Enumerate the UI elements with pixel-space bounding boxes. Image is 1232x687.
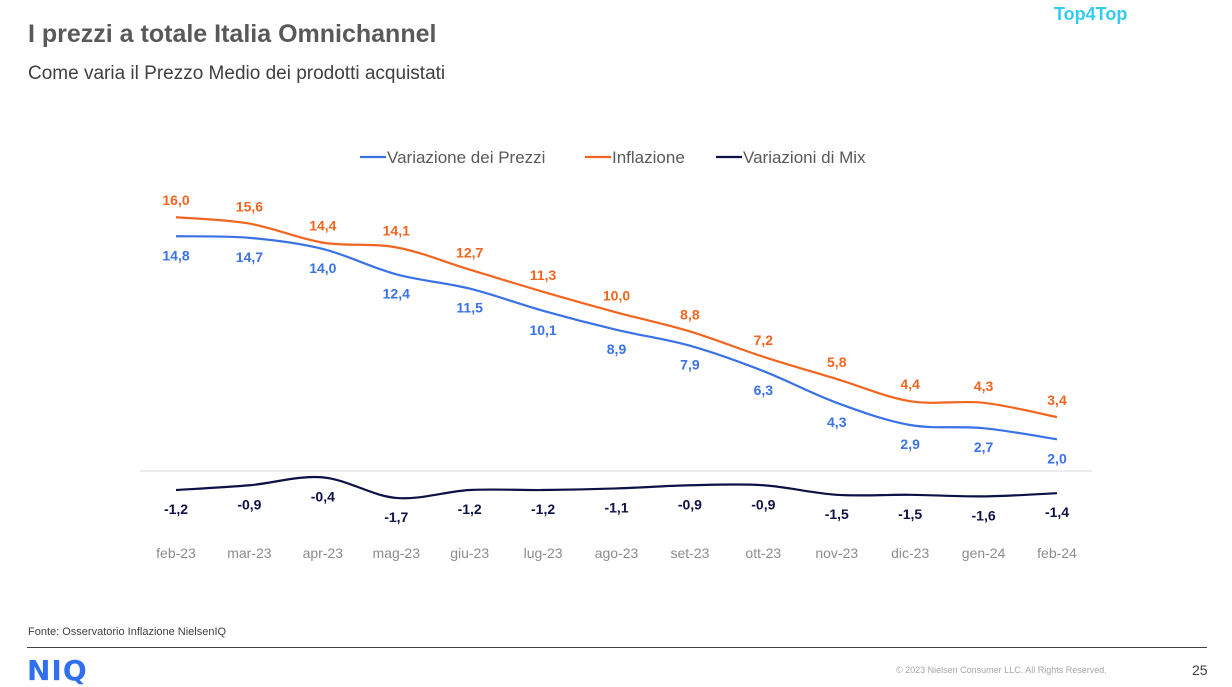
data-label: -0,9 (237, 496, 261, 512)
data-label: 10,0 (603, 287, 630, 303)
data-label: 2,9 (900, 436, 920, 452)
data-label: 12,4 (383, 285, 410, 301)
data-label: -1,2 (164, 501, 188, 517)
x-tick-label: feb-23 (156, 545, 196, 561)
data-label: 14,8 (162, 247, 189, 263)
legend-label-inflazione: Inflazione (612, 148, 685, 167)
data-label: 14,1 (383, 222, 410, 238)
data-label: 14,4 (309, 218, 336, 234)
data-label: 14,7 (236, 249, 263, 265)
data-label: 15,6 (236, 199, 263, 215)
data-label: 7,9 (680, 357, 700, 373)
x-tick-label: mag-23 (373, 545, 421, 561)
x-tick-label: apr-23 (303, 545, 344, 561)
data-label: -1,6 (972, 507, 996, 523)
data-labels: 14,8 14,7 14,0 12,4 11,5 10,1 8,9 7,9 6,3 4,3 2,9 2… (162, 192, 1069, 525)
data-label: -0,9 (751, 496, 775, 512)
data-label: 2,0 (1047, 450, 1067, 466)
x-tick-label: gen-24 (962, 545, 1006, 561)
line-chart: Variazione dei Prezzi Inflazione Variazion… (140, 148, 1092, 561)
x-tick-label: dic-23 (891, 545, 929, 561)
x-axis-ticks: feb-23 mar-23 apr-23 mag-23 giu-23 lug-23 ago-… (156, 545, 1077, 561)
data-label: 16,0 (162, 192, 189, 208)
x-tick-label: ago-23 (595, 545, 639, 561)
legend-label-variazioni-di-mix: Variazioni di Mix (743, 148, 866, 167)
data-label: -0,9 (678, 496, 702, 512)
x-tick-label: set-23 (670, 545, 709, 561)
chart-legend: Variazione dei Prezzi Inflazione Variazion… (360, 148, 866, 167)
data-label: -1,2 (531, 501, 555, 517)
data-label: 4,3 (974, 378, 994, 394)
x-tick-label: lug-23 (524, 545, 563, 561)
data-label: 2,7 (974, 439, 994, 455)
footer-divider (27, 647, 1207, 648)
data-label: 6,3 (754, 382, 774, 398)
legend-label-variazione-dei-prezzi: Variazione dei Prezzi (387, 148, 545, 167)
copyright-text: © 2023 Nielsen Consumer LLC. All Rights … (896, 665, 1107, 675)
data-label: -1,4 (1045, 504, 1069, 520)
series-line-variazione-dei-prezzi (175, 235, 1058, 441)
data-label: 10,1 (529, 322, 556, 338)
data-label: 4,3 (827, 414, 847, 430)
data-label: 11,5 (456, 300, 483, 316)
data-label: -1,5 (898, 506, 922, 522)
niq-logo: NIQ (27, 654, 88, 687)
data-label: 12,7 (456, 245, 483, 261)
x-tick-label: feb-24 (1037, 545, 1077, 561)
data-label: 8,8 (680, 306, 700, 322)
series-lines (175, 216, 1058, 500)
x-tick-label: giu-23 (450, 545, 489, 561)
brand-tag: Top4Top (1054, 4, 1128, 24)
page-number: 25 (1192, 662, 1208, 678)
data-label: -1,5 (825, 506, 849, 522)
data-label: 14,0 (309, 260, 336, 276)
series-line-inflazione (175, 216, 1058, 419)
data-label: 3,4 (1047, 392, 1067, 408)
series-line-variazioni-di-mix (175, 475, 1058, 500)
source-note: Fonte: Osservatorio Inflazione NielsenIQ (28, 626, 227, 638)
data-label: -1,1 (604, 499, 628, 515)
data-label: 11,3 (530, 267, 557, 283)
data-label: 4,4 (900, 376, 920, 392)
data-label: 7,2 (754, 332, 774, 348)
x-tick-label: mar-23 (227, 545, 272, 561)
x-tick-label: nov-23 (815, 545, 858, 561)
x-tick-label: ott-23 (745, 545, 781, 561)
data-label: -0,4 (311, 488, 335, 504)
data-label: -1,7 (384, 509, 408, 525)
data-label: -1,2 (458, 501, 482, 517)
data-label: 8,9 (607, 341, 627, 357)
data-label: 5,8 (827, 354, 847, 370)
page-subtitle: Come varia il Prezzo Medio dei prodotti … (28, 63, 446, 84)
page-title: I prezzi a totale Italia Omnichannel (28, 20, 437, 48)
